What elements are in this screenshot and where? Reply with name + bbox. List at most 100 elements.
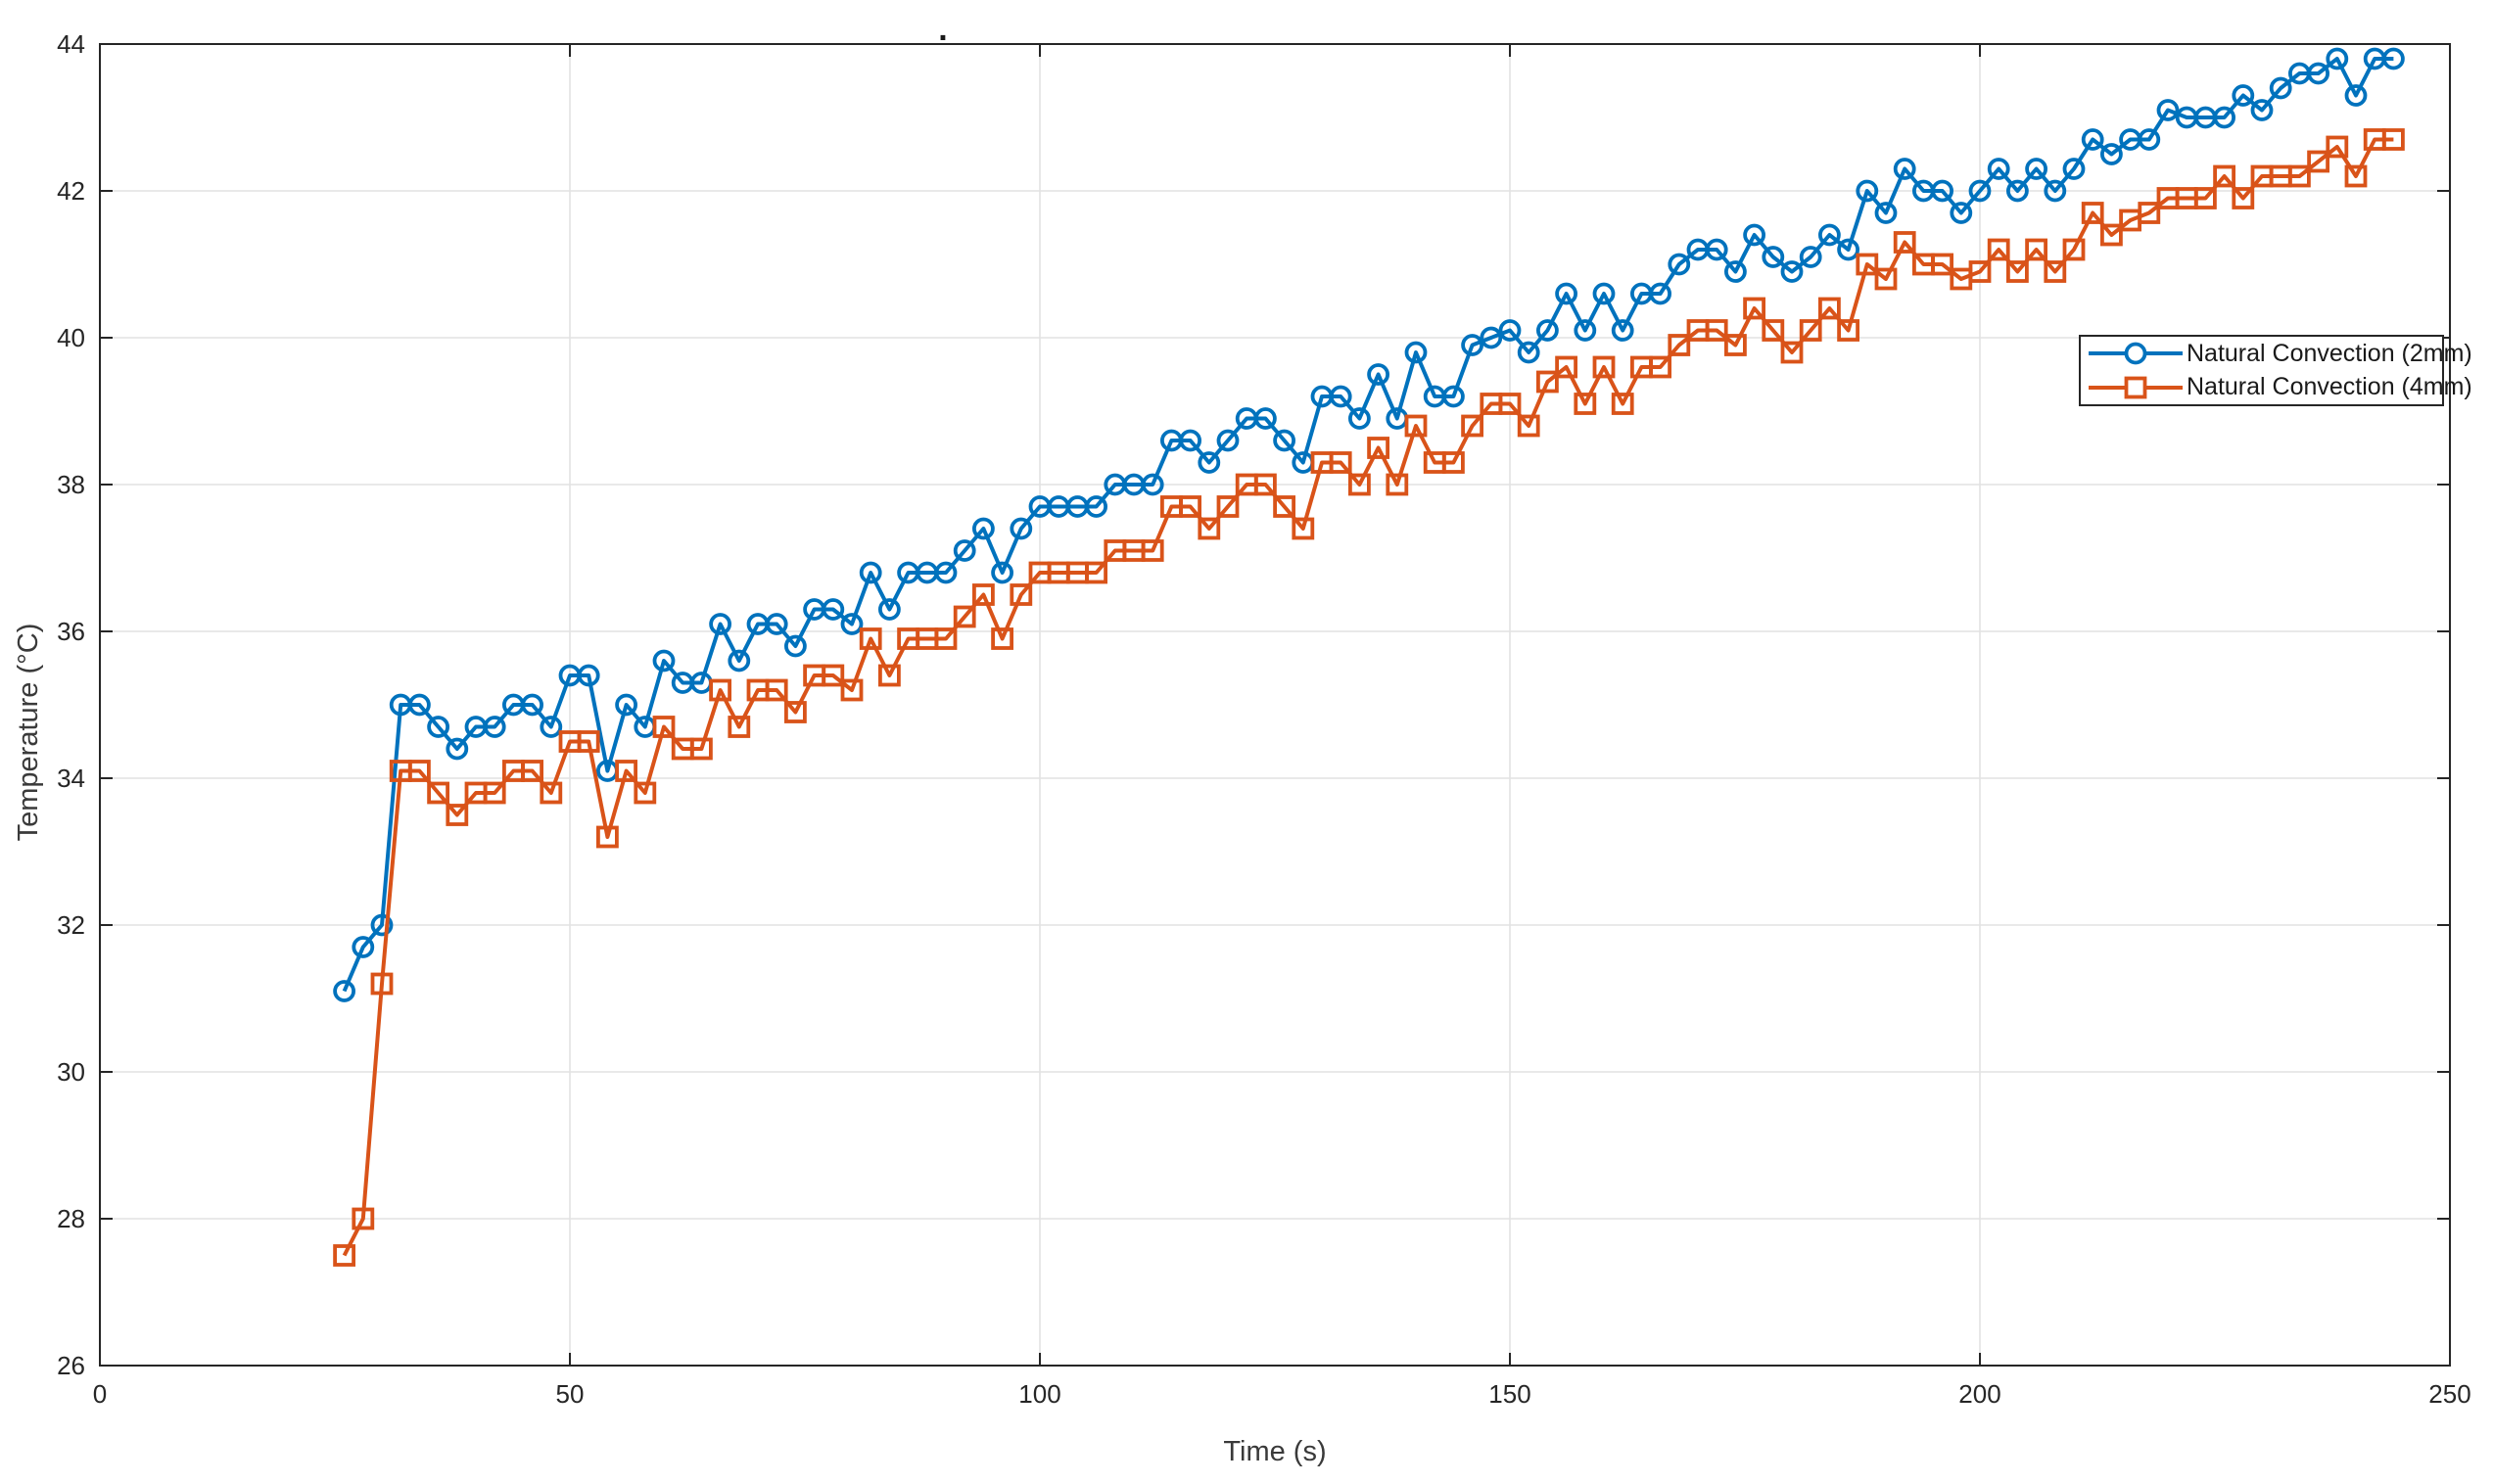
data-point-marker-circle (2156, 99, 2180, 121)
data-point-marker-circle (483, 716, 506, 738)
data-point-marker-square (1348, 473, 1371, 496)
x-tick-label: 50 (556, 1379, 585, 1409)
data-point-marker-circle (1649, 282, 1671, 305)
data-point-marker-square (1668, 334, 1691, 356)
data-point-marker-square (2287, 164, 2311, 188)
data-point-marker-circle (1179, 429, 1201, 452)
legend-box: Natural Convection (2mm) Natural Convect… (2079, 335, 2472, 406)
data-point-marker-circle (1273, 429, 1295, 452)
x-tick-label: 100 (1018, 1379, 1060, 1409)
data-point-marker-circle (2044, 179, 2067, 203)
data-point-marker-circle (1705, 238, 1728, 261)
data-point-marker-circle (1574, 319, 1597, 342)
data-point-marker-circle (953, 539, 976, 562)
data-point-marker-circle (878, 598, 901, 621)
data-point-marker-circle (2213, 106, 2236, 129)
data-point-marker-square (1762, 319, 1785, 342)
y-tick-label: 34 (57, 764, 85, 793)
y-tick-label: 40 (57, 323, 85, 352)
series-line-4mm (342, 137, 2394, 1257)
x-tick-label: 0 (93, 1379, 107, 1409)
data-point-marker-square (1818, 297, 1841, 320)
data-point-marker-square (690, 737, 713, 761)
data-point-marker-square (370, 972, 394, 996)
data-point-marker-circle (1874, 202, 1898, 224)
data-point-marker-square (652, 716, 676, 738)
data-point-marker-square (407, 760, 431, 782)
tick-label-layer: 0 50 100 150 200 250 26 28 30 32 34 36 38 40 42 44 (57, 29, 2471, 1409)
data-point-marker-circle (1762, 246, 1785, 268)
data-point-marker-square (2213, 164, 2236, 188)
data-point-marker-square (1085, 561, 1107, 584)
y-tick-label: 30 (57, 1057, 85, 1087)
data-point-marker-circle (1856, 179, 1879, 203)
data-point-marker-square (2326, 135, 2349, 159)
data-point-marker-circle (1198, 451, 1221, 474)
y-tick-label: 44 (57, 29, 85, 59)
data-point-marker-square (1780, 341, 1804, 364)
data-point-marker-square (1442, 451, 1465, 474)
data-point-marker-square (1367, 437, 1389, 459)
data-point-marker-circle (427, 716, 450, 738)
y-tick-label: 26 (57, 1351, 85, 1380)
data-point-marker-circle (991, 561, 1013, 584)
data-point-marker-square (784, 701, 807, 723)
data-point-marker-square (1179, 495, 1201, 518)
data-point-marker-circle (1254, 407, 1277, 430)
data-point-marker-square (1799, 319, 1822, 342)
data-point-marker-square (1329, 451, 1352, 474)
data-point-marker-circle (446, 737, 469, 761)
x-tick-label: 250 (2428, 1379, 2470, 1409)
data-point-marker-square (1555, 355, 1577, 379)
x-axis-label: Time (s) (1223, 1436, 1326, 1467)
data-point-marker-square (446, 804, 469, 826)
data-point-marker-square (540, 781, 563, 805)
data-point-marker-circle (652, 649, 676, 672)
data-point-marker-square (1536, 370, 1559, 394)
data-point-marker-circle (407, 693, 431, 717)
data-point-marker-square (953, 605, 976, 628)
data-point-marker-circle (352, 936, 375, 958)
data-point-marker-square (1461, 414, 1483, 438)
data-point-marker-square (2099, 223, 2123, 247)
data-point-marker-circle (1085, 495, 1107, 518)
data-point-marker-circle (2099, 143, 2123, 165)
data-point-marker-circle (1480, 326, 1503, 349)
data-point-marker-circle (728, 649, 751, 672)
data-point-marker-circle (577, 664, 600, 687)
data-point-marker-square (2307, 150, 2330, 173)
x-tick-label: 200 (1958, 1379, 2000, 1409)
data-point-marker-circle (1498, 319, 1522, 342)
y-tick-label: 28 (57, 1204, 85, 1233)
data-point-marker-square (1743, 297, 1765, 320)
data-point-marker-square (1724, 334, 1747, 356)
legend-entry-2mm: Natural Convection (2mm) (2081, 337, 2472, 370)
data-point-marker-square (1968, 260, 1992, 283)
data-point-marker-square (596, 825, 619, 849)
data-point-marker-circle (2269, 76, 2292, 100)
data-point-marker-square (1273, 495, 1295, 518)
data-point-marker-square (1931, 253, 1953, 276)
data-point-marker-square (483, 781, 506, 805)
data-point-marker-square (2381, 128, 2405, 151)
data-point-marker-square (1987, 238, 2010, 261)
data-point-marker-circle (1668, 253, 1691, 276)
data-point-marker-circle (1818, 223, 1841, 247)
data-point-marker-circle (1968, 179, 1992, 203)
data-point-marker-circle (1517, 341, 1540, 364)
data-point-marker-square (1856, 253, 1879, 276)
legend-line-circle-icon (2089, 342, 2183, 365)
data-point-marker-square (521, 760, 543, 782)
data-point-marker-square (1404, 414, 1428, 438)
legend-line-square-icon (2089, 376, 2183, 399)
data-point-marker-circle (822, 598, 845, 621)
data-point-marker-square (2081, 202, 2104, 224)
data-point-marker-circle (1141, 473, 1164, 496)
data-point-marker-square (2138, 202, 2161, 224)
chart-title: . (938, 11, 947, 48)
y-tick-label: 32 (57, 910, 85, 940)
data-point-marker-circle (840, 613, 864, 635)
data-point-marker-circle (1329, 385, 1352, 408)
